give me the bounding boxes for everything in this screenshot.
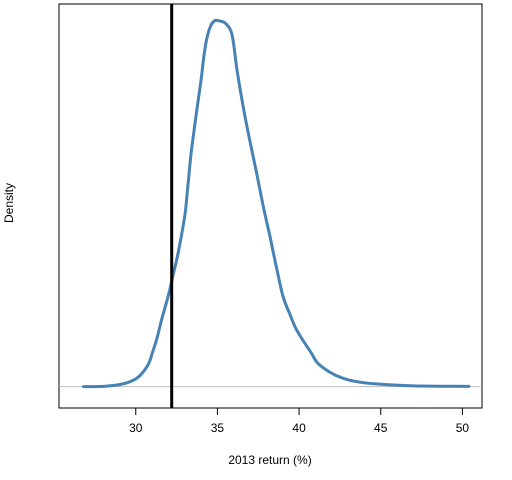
x-tick-label: 35 — [211, 421, 225, 435]
x-tick-label: 45 — [374, 421, 388, 435]
plot-frame — [58, 3, 483, 409]
density-curve — [82, 18, 471, 389]
x-axis: 30 35 40 45 50 — [129, 408, 469, 435]
x-tick-label: 30 — [129, 421, 143, 435]
x-axis-title: 2013 return (%) — [228, 453, 311, 467]
x-tick-label: 50 — [456, 421, 470, 435]
y-axis-title: Density — [2, 183, 16, 223]
x-tick-label: 40 — [292, 421, 306, 435]
